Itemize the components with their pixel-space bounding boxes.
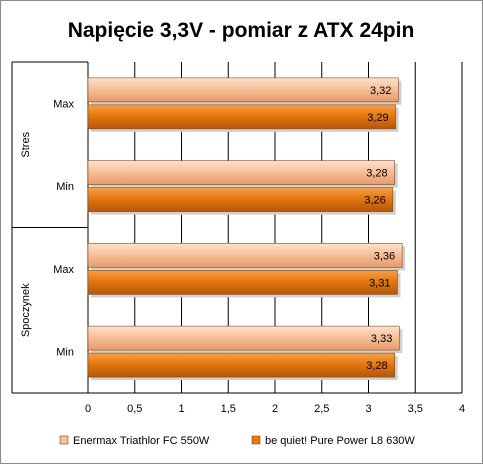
bar [87,104,396,130]
bar [87,243,403,268]
category-label: Max [53,98,74,110]
data-label: 3,33 [371,333,392,345]
legend-swatch [59,435,69,445]
x-tick-label: 4 [459,403,465,415]
group-label: Spoczynek [20,283,32,337]
data-label: 3,32 [370,85,391,97]
legend: Enermax Triathlor FC 550W be quiet! Pure … [59,435,415,447]
group-label: Stres [20,131,32,157]
data-label: 3,29 [367,112,388,124]
category-label: Min [56,347,74,359]
bars: 3,32 3,29 3,28 3,26 3,36 3,31 3,33 3,28 [87,77,406,381]
x-tick-label: 3,5 [408,403,423,415]
bar [87,187,394,212]
bar [87,160,395,185]
bar [87,270,398,295]
x-tick-label: 0 [85,403,91,415]
data-label: 3,28 [366,360,387,372]
legend-swatch [251,435,261,445]
data-label: 3,31 [369,277,390,289]
category-labels: Stres Max Min Spoczynek Max Min [20,98,74,358]
bar [87,325,400,351]
x-tick-label: 1 [178,403,184,415]
bar [87,352,395,378]
data-label: 3,28 [366,168,387,180]
category-label: Min [56,181,74,193]
chart-title: Napięcie 3,3V - pomiar z ATX 24pin [68,19,415,42]
data-label: 3,26 [364,195,385,207]
legend-label: Enermax Triathlor FC 550W [73,435,210,447]
legend-label: be quiet! Pure Power L8 630W [265,435,415,447]
x-tick-label: 2,5 [314,403,329,415]
x-tick-label: 1,5 [221,403,236,415]
x-tick-label: 3 [365,403,371,415]
data-label: 3,36 [374,250,395,262]
bar [87,77,399,103]
category-label: Max [53,264,74,276]
x-tick-label: 0,5 [127,403,142,415]
tick-labels: 0 0,5 1 1,5 2 2,5 3 3,5 4 [85,403,465,415]
x-tick-label: 2 [272,403,278,415]
